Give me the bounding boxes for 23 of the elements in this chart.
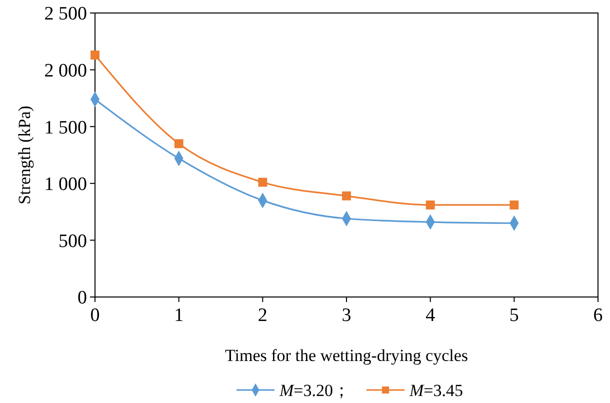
y-tick-label: 500: [58, 230, 87, 252]
x-tick-label: 0: [90, 305, 100, 326]
x-tick-label: 3: [342, 305, 352, 326]
y-tick-label: 2 500: [44, 4, 87, 25]
y-tick-label: 0: [78, 288, 87, 309]
x-tick-label: 2: [258, 305, 268, 326]
point: [90, 50, 100, 60]
x-tick-label: 1: [174, 305, 184, 326]
y-tick-label: 1 500: [44, 117, 87, 138]
point: [510, 200, 519, 210]
legend-label: M=3.20；: [278, 380, 350, 400]
point: [174, 139, 184, 148]
x-axis-title: Times for the wetting-drying cycles: [225, 346, 468, 365]
x-tick-label: 4: [426, 305, 436, 326]
y-axis-title: Strength (kPa): [15, 106, 34, 204]
point: [258, 178, 268, 187]
legend-label: M=3.45: [408, 380, 464, 400]
y-tick-label: 1 000: [44, 174, 87, 196]
x-tick-label: 5: [509, 305, 519, 326]
point: [342, 191, 351, 200]
y-tick-label: 2 000: [44, 60, 87, 82]
x-tick-label: 6: [593, 305, 603, 326]
point: [426, 200, 435, 210]
